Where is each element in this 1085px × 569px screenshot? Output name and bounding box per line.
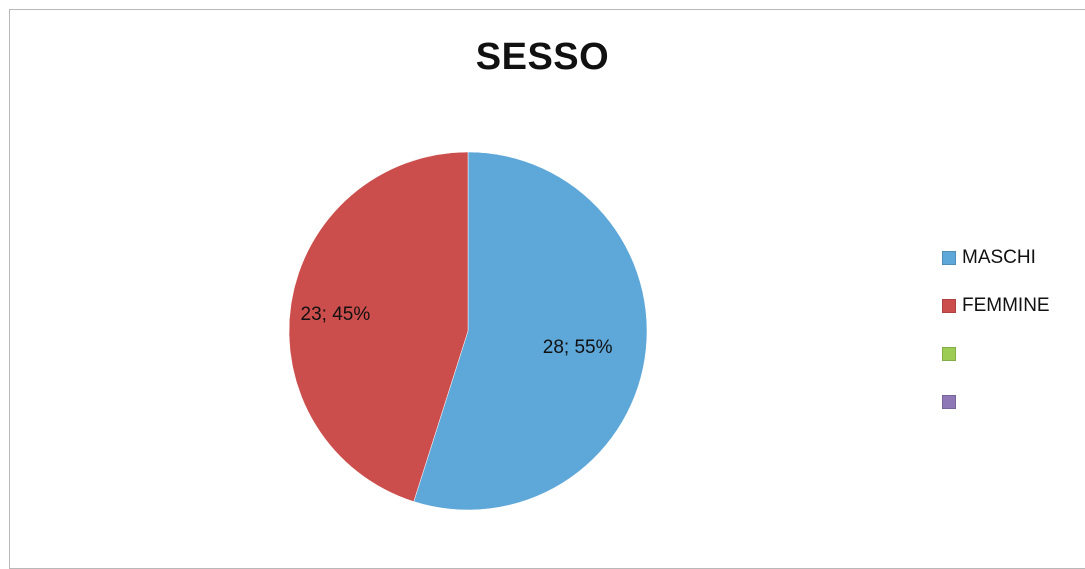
legend-label-maschi: MASCHI xyxy=(962,247,1036,268)
legend-swatch-3 xyxy=(942,347,956,361)
pie-slice-femmine xyxy=(288,151,469,502)
legend-swatch-femmine xyxy=(942,299,956,313)
legend-item-femmine: FEMMINE xyxy=(942,293,1050,319)
legend-swatch-4 xyxy=(942,395,956,409)
legend-swatch-maschi xyxy=(942,251,956,265)
chart-title: SESSO xyxy=(475,36,610,78)
legend-label-femmine: FEMMINE xyxy=(962,295,1050,316)
legend-item-4 xyxy=(942,389,1050,415)
pie-slice-maschi xyxy=(413,151,648,511)
data-label-maschi: 28; 55% xyxy=(543,337,613,358)
data-label-femmine: 23; 45% xyxy=(301,304,371,325)
chart-legend: MASCHI FEMMINE xyxy=(942,245,1050,437)
legend-item-3 xyxy=(942,341,1050,367)
legend-item-maschi: MASCHI xyxy=(942,245,1050,271)
